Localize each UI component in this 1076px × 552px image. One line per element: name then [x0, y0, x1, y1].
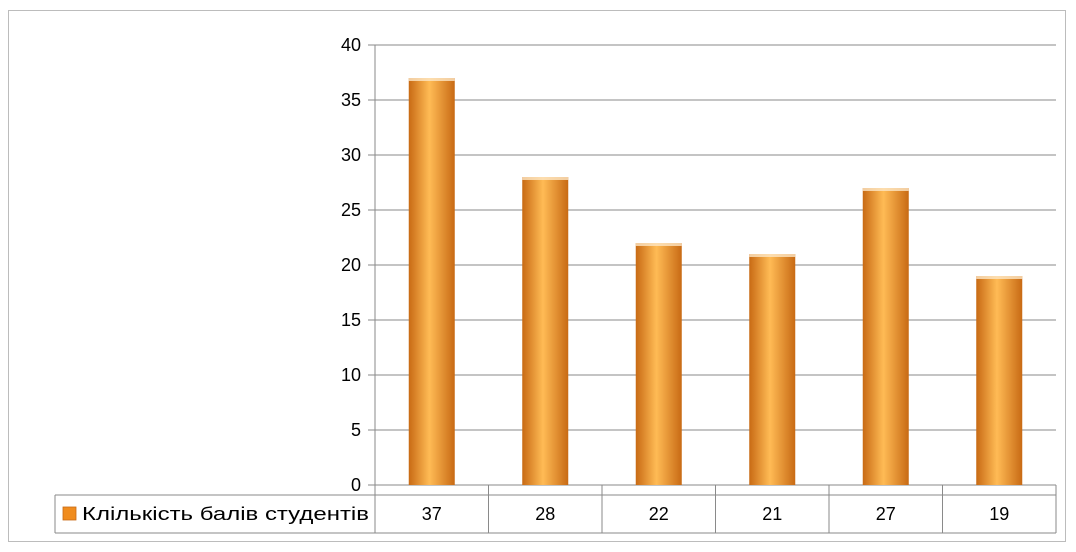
bar-body [749, 254, 796, 485]
bar [749, 254, 796, 485]
data-table-value: 28 [535, 504, 555, 524]
gridlines [368, 44, 1056, 486]
bar [522, 177, 569, 485]
data-table-value: 19 [989, 504, 1009, 524]
data-table-value: 22 [649, 504, 669, 524]
bar-body [635, 243, 682, 485]
bar-body [408, 78, 455, 485]
y-tick-label: 15 [341, 310, 361, 330]
data-table-value: 21 [762, 504, 782, 524]
bar-top-highlight [862, 188, 909, 191]
bar-body [862, 188, 909, 485]
bar-chart: 0 5 10 15 20 25 30 35 40 Клількість балів студен… [54, 35, 1057, 534]
bar-top-highlight [635, 243, 682, 246]
chart-area: 0 5 10 15 20 25 30 35 40 Клількість балів студен… [8, 10, 1066, 542]
bars [408, 78, 1023, 485]
data-table-value: 37 [422, 504, 442, 524]
bar-body [976, 276, 1023, 485]
y-tick-label: 35 [341, 90, 361, 110]
data-table: Клількість балів студентів 37 28 22 21 27 19 [54, 485, 1057, 534]
bar-top-highlight [522, 177, 569, 180]
bar [408, 78, 455, 485]
y-tick-label: 10 [341, 365, 361, 385]
bar-top-highlight [976, 276, 1023, 279]
y-tick-label: 20 [341, 255, 361, 275]
bar-body [522, 177, 569, 485]
orange-square-icon [62, 506, 77, 521]
y-tick-label: 0 [351, 475, 361, 495]
y-tick-label: 5 [351, 420, 361, 440]
data-table-row-label: Клількість балів студентів [82, 504, 369, 524]
bar [862, 188, 909, 485]
y-tick-label: 30 [341, 145, 361, 165]
y-axis-tick-labels: 0 5 10 15 20 25 30 35 40 [341, 35, 361, 495]
bar [635, 243, 682, 485]
bar-top-highlight [408, 78, 455, 81]
bar [976, 276, 1023, 485]
data-table-value: 27 [876, 504, 896, 524]
y-tick-label: 25 [341, 200, 361, 220]
bar-top-highlight [749, 254, 796, 257]
y-tick-label: 40 [341, 35, 361, 55]
